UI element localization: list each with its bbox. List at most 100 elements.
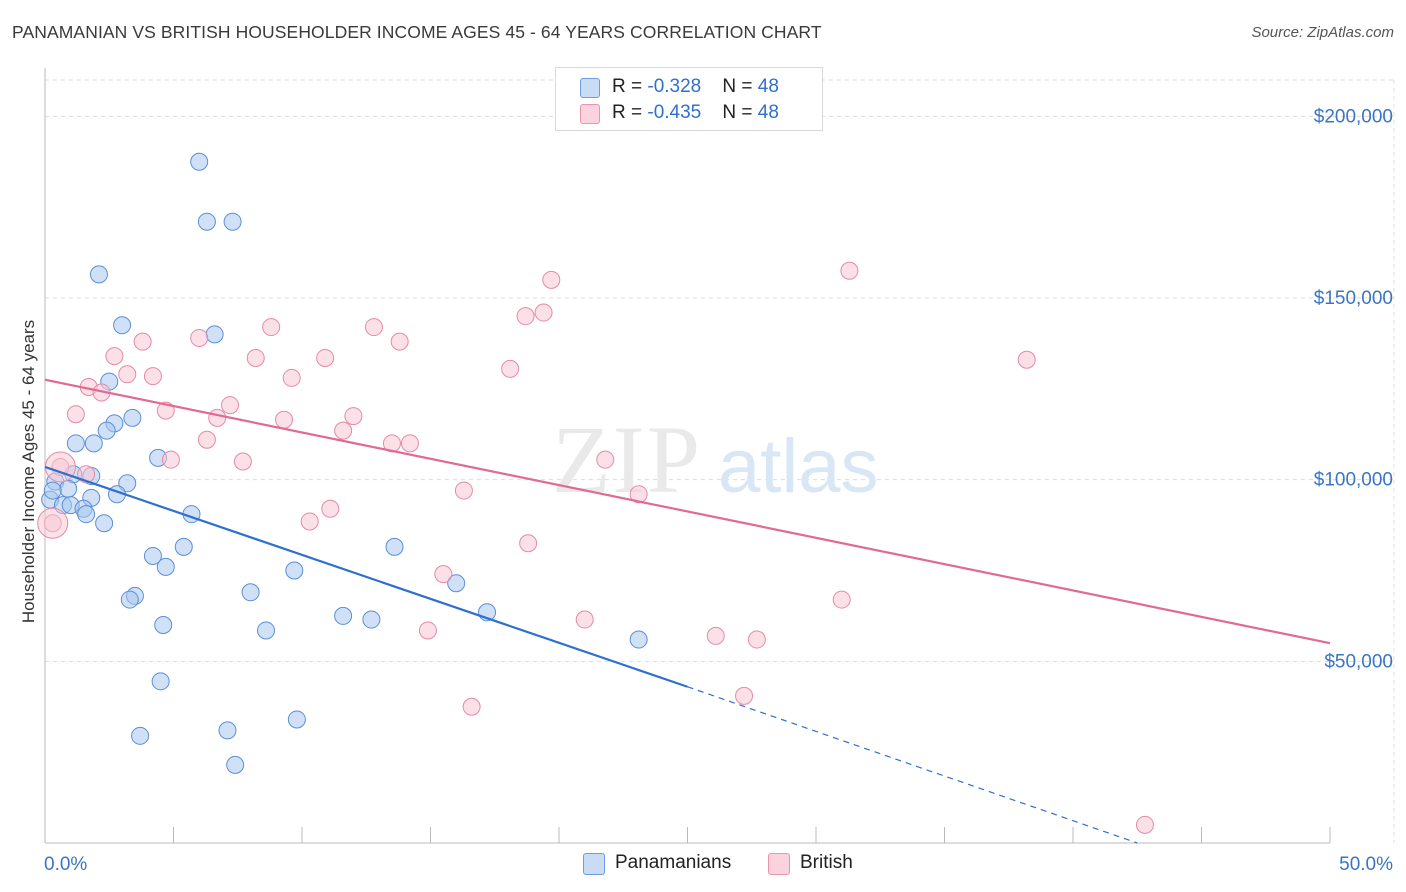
british-point	[118, 365, 137, 384]
y-tick-labels: $50,000 $100,000 $150,000 $200,000	[1314, 106, 1393, 672]
panamanian-point	[120, 590, 139, 609]
british-point	[105, 347, 124, 366]
british-point	[454, 481, 473, 500]
panamanian-point	[241, 583, 260, 602]
british-point	[66, 405, 85, 424]
british-point	[516, 307, 535, 326]
panamanian-point	[287, 710, 306, 729]
panamanian-point	[77, 505, 96, 524]
british-point	[262, 318, 281, 337]
watermark-atlas: atlas	[718, 424, 879, 509]
legend-n-value: 48	[757, 102, 779, 123]
panamanian-point	[59, 479, 78, 498]
bottom-legend-swatch-british	[768, 853, 790, 875]
panamanian-point	[95, 514, 114, 533]
panamanian-point	[89, 265, 108, 284]
british-point	[300, 512, 319, 531]
panamanian-point	[131, 726, 150, 745]
panamanian-point	[154, 616, 173, 634]
y-tick-label: $200,000	[1314, 106, 1393, 127]
british-point	[233, 452, 252, 471]
watermark: ZIP atlas	[552, 406, 879, 513]
legend-r-value: -0.435	[647, 102, 702, 123]
legend-text-panamanians: R = -0.328 N = 48	[612, 76, 779, 98]
british-point	[37, 507, 69, 539]
chart-title: PANAMANIAN VS BRITISH HOUSEHOLDER INCOME…	[12, 22, 822, 42]
british-point	[735, 686, 754, 705]
panamanian-point	[447, 574, 466, 593]
british-point	[832, 590, 851, 609]
british-point	[44, 451, 76, 483]
british-point	[1017, 350, 1036, 369]
panamanian-point	[218, 721, 237, 740]
panamanian-point	[113, 316, 132, 335]
panamanian-point	[223, 212, 242, 231]
british-point	[316, 348, 335, 367]
british-point	[334, 421, 353, 440]
correlation-legend: R = -0.328 N = 48 R = -0.435 N = 48	[555, 67, 823, 131]
bottom-legend-label-panamanians: Panamanians	[615, 852, 732, 873]
british-point	[275, 410, 294, 429]
legend-swatch-british	[580, 104, 600, 124]
panamanian-point	[97, 421, 116, 440]
panamanian-point	[123, 408, 142, 427]
panamanian-trend-line	[44, 465, 688, 688]
legend-n-label: N =	[722, 102, 758, 123]
british-point	[596, 450, 615, 469]
british-point	[197, 430, 216, 449]
bottom-legend-label-british: British	[800, 852, 853, 873]
panamanian-point	[226, 755, 245, 774]
x-tick-label: 0.0%	[44, 854, 87, 875]
panamanian-point	[66, 434, 85, 453]
british-point	[190, 328, 209, 347]
british-point	[208, 408, 227, 427]
british-point	[434, 565, 453, 584]
british-point	[246, 348, 265, 367]
panamanian-trend-extension	[687, 686, 1138, 844]
panamanian-point	[190, 152, 209, 171]
panamanian-point	[151, 672, 170, 691]
panamanian-point	[285, 561, 304, 580]
y-tick-label: $150,000	[1314, 288, 1393, 309]
panamanian-point	[334, 606, 353, 625]
y-axis-label: Householder Income Ages 45 - 64 years	[19, 320, 38, 623]
british-point	[629, 485, 648, 504]
british-point	[143, 367, 162, 386]
axes	[44, 68, 1331, 844]
british-points	[37, 261, 1154, 834]
british-trend-line	[44, 378, 1331, 645]
british-point	[133, 332, 152, 351]
british-point	[706, 626, 725, 645]
panamanian-point	[629, 630, 648, 649]
panamanian-point	[143, 546, 162, 565]
legend-r-label: R =	[612, 76, 648, 97]
y-tick-label: $100,000	[1314, 470, 1393, 491]
british-point	[418, 621, 437, 640]
x-tick-label: 50.0%	[1339, 854, 1393, 875]
bottom-legend-swatch-panamanians	[583, 853, 605, 875]
british-point	[840, 261, 859, 280]
british-point	[390, 332, 409, 351]
british-point	[1135, 815, 1154, 834]
legend-r-value: -0.328	[647, 76, 702, 97]
panamanian-point	[174, 537, 193, 556]
legend-n-value: 48	[757, 76, 779, 97]
panamanian-point	[362, 610, 381, 629]
british-point	[364, 318, 383, 337]
legend-n-label: N =	[722, 76, 758, 97]
british-point	[282, 368, 301, 387]
trend-lines	[44, 378, 1331, 844]
panamanian-point	[197, 212, 216, 231]
panamanian-point	[205, 325, 224, 344]
watermark-zip: ZIP	[552, 406, 702, 513]
panamanian-point	[156, 557, 175, 576]
x-tick-labels: 0.0% 50.0%	[44, 854, 1393, 875]
panamanian-point	[84, 434, 103, 453]
british-point	[221, 396, 240, 415]
british-point	[161, 450, 180, 469]
legend-swatch-panamanians	[580, 78, 600, 98]
legend-r-label: R =	[612, 102, 648, 123]
british-point	[747, 630, 766, 649]
british-point	[519, 534, 538, 553]
